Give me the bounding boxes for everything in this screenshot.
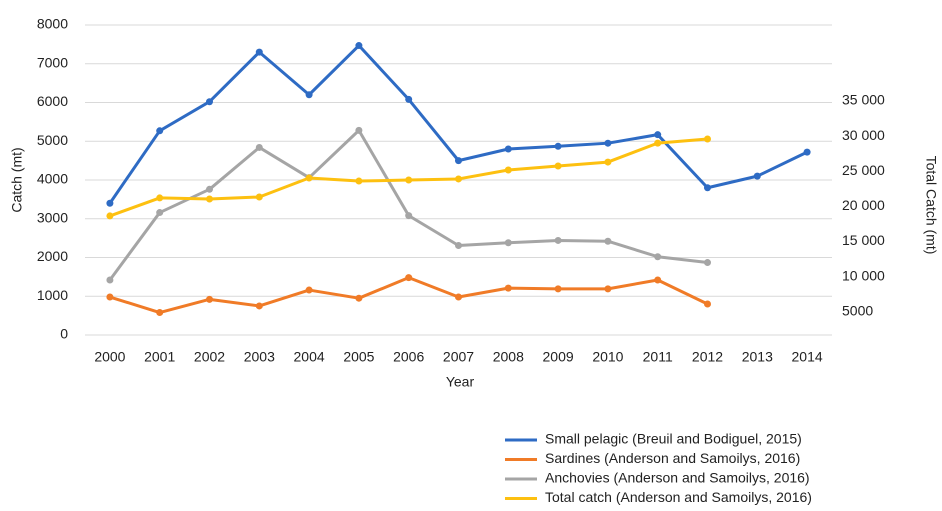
data-point <box>604 237 612 245</box>
legend-label: Total catch (Anderson and Samoilys, 2016… <box>545 489 812 505</box>
x-tick-label: 2004 <box>294 349 325 365</box>
data-point <box>704 300 711 308</box>
y-tick-label: 4000 <box>37 171 68 187</box>
data-point <box>604 285 612 293</box>
y-tick-label: 2000 <box>37 248 68 264</box>
data-point <box>654 139 662 147</box>
data-point <box>206 195 213 203</box>
data-point <box>106 212 114 220</box>
data-point <box>504 145 512 153</box>
data-point <box>106 293 114 301</box>
x-tick-label: 2013 <box>742 349 773 365</box>
data-point <box>255 193 263 201</box>
data-point <box>355 42 363 50</box>
legend-label: Small pelagic (Breuil and Bodiguel, 2015… <box>545 431 802 447</box>
data-point <box>405 274 413 282</box>
x-axis-title: Year <box>446 374 475 390</box>
y-tick-label: 1000 <box>37 287 68 303</box>
x-tick-label: 2011 <box>643 349 673 365</box>
x-tick-label: 2002 <box>194 349 225 365</box>
data-point <box>156 309 164 317</box>
data-point <box>455 157 462 165</box>
data-point <box>206 98 213 106</box>
y-tick-label: 3000 <box>37 209 68 225</box>
y-tick-label: 6000 <box>37 93 68 109</box>
data-point <box>554 162 562 170</box>
data-point <box>654 276 662 284</box>
x-tick-label: 2000 <box>94 349 125 365</box>
data-point <box>554 236 562 244</box>
data-point <box>455 175 462 183</box>
legend-label: Anchovies (Anderson and Samoilys, 2016) <box>545 470 810 486</box>
x-tick-label: 2005 <box>343 349 374 365</box>
data-point <box>654 131 662 139</box>
y2-tick-label: 25 000 <box>842 162 885 178</box>
x-tick-label: 2001 <box>144 349 175 365</box>
data-point <box>604 139 612 147</box>
y2-tick-label: 35 000 <box>842 92 885 108</box>
data-point <box>106 276 114 284</box>
data-point <box>704 259 711 267</box>
data-point <box>654 253 662 261</box>
data-point <box>355 126 363 134</box>
data-point <box>255 143 263 151</box>
data-point <box>405 176 413 184</box>
data-point <box>455 293 462 301</box>
x-tick-label: 2003 <box>244 349 275 365</box>
legend-label: Sardines (Anderson and Samoilys, 2016) <box>545 450 800 466</box>
data-point <box>156 194 164 202</box>
data-point <box>554 142 562 150</box>
data-point <box>753 172 761 180</box>
x-tick-label: 2008 <box>493 349 524 365</box>
y-tick-label: 0 <box>60 326 68 342</box>
x-tick-label: 2014 <box>792 349 823 365</box>
data-point <box>704 184 711 192</box>
data-point <box>106 199 114 207</box>
data-point <box>554 285 562 293</box>
x-tick-label: 2012 <box>692 349 723 365</box>
data-point <box>355 177 363 185</box>
data-point <box>604 158 612 166</box>
x-tick-label: 2007 <box>443 349 474 365</box>
data-point <box>305 91 313 99</box>
y2-axis-title: Total Catch (mt) <box>923 156 939 255</box>
data-point <box>704 135 711 143</box>
data-point <box>355 294 363 302</box>
data-point <box>504 166 512 174</box>
x-tick-label: 2006 <box>393 349 424 365</box>
y2-tick-label: 20 000 <box>842 197 885 213</box>
y2-tick-label: 10 000 <box>842 267 885 283</box>
x-tick-label: 2009 <box>543 349 574 365</box>
data-point <box>455 241 462 249</box>
data-point <box>255 302 263 310</box>
y2-tick-label: 15 000 <box>842 232 885 248</box>
y2-tick-label: 5000 <box>842 303 873 319</box>
y-tick-label: 8000 <box>37 16 68 32</box>
data-point <box>405 212 413 220</box>
y-tick-label: 5000 <box>37 132 68 148</box>
data-point <box>803 148 811 156</box>
data-point <box>206 185 213 193</box>
data-point <box>405 95 413 103</box>
data-point <box>156 127 164 135</box>
y2-tick-label: 30 000 <box>842 127 885 143</box>
data-point <box>305 286 313 294</box>
data-point <box>156 209 164 217</box>
data-point <box>206 295 213 303</box>
data-point <box>255 48 263 56</box>
data-point <box>504 284 512 292</box>
data-point <box>504 239 512 247</box>
x-tick-label: 2010 <box>592 349 623 365</box>
data-point <box>305 174 313 182</box>
y-tick-label: 7000 <box>37 54 68 70</box>
y-axis-title: Catch (mt) <box>9 147 25 212</box>
